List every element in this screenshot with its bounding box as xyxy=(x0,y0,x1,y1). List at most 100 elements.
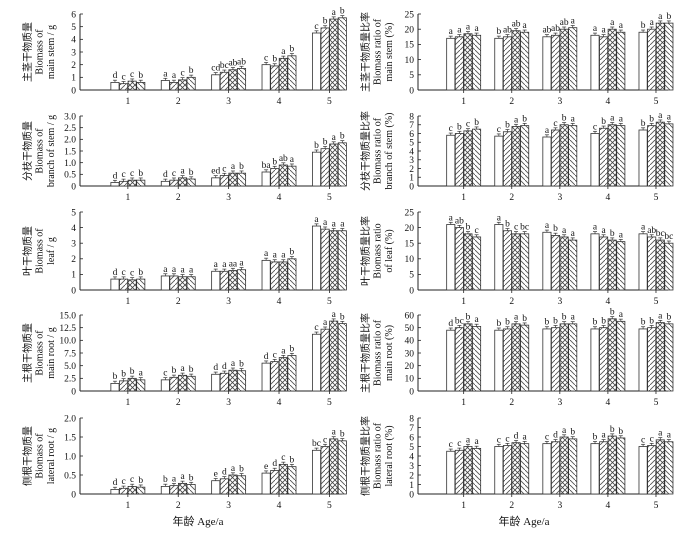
significance-label: a xyxy=(571,16,576,26)
bar xyxy=(211,74,221,91)
bar xyxy=(186,76,196,91)
significance-label: c xyxy=(121,170,125,180)
significance-label: b xyxy=(641,21,646,31)
bar xyxy=(169,179,179,187)
bar xyxy=(329,438,339,495)
bar xyxy=(270,261,280,291)
significance-label: b xyxy=(172,366,177,376)
y-tick-label: 7 xyxy=(409,424,414,434)
bar xyxy=(127,80,137,91)
significance-label: d xyxy=(113,171,118,181)
y-axis-label-line: branch of stem (%) xyxy=(384,113,395,190)
bar xyxy=(454,327,464,392)
bar xyxy=(287,165,297,187)
bar xyxy=(237,475,247,495)
bar xyxy=(616,241,626,291)
y-tick-label: 0.5 xyxy=(64,171,76,181)
x-tick-label: 4 xyxy=(606,193,611,203)
bar xyxy=(178,482,188,495)
y-tick-label: 4 xyxy=(409,452,414,462)
significance-label: b xyxy=(522,314,527,324)
y-tick-label: 10 xyxy=(405,56,415,66)
significance-label: c xyxy=(314,323,318,333)
significance-label: b xyxy=(290,344,295,354)
y-tick-label: 20 xyxy=(405,224,415,234)
significance-label: d xyxy=(213,363,218,373)
y-axis-label: 主根干物质量比率Biomass ratio ofmain root (%) xyxy=(359,313,395,393)
bar xyxy=(211,177,221,187)
y-axis-label-line: 主茎干物质量比率 xyxy=(359,12,372,92)
x-tick-label: 3 xyxy=(226,501,231,511)
bar xyxy=(211,480,221,495)
y-tick-label: 5 xyxy=(409,443,414,453)
y-axis-label: 叶干物质量比率Biomass ratioof leaf (%) xyxy=(359,216,395,286)
significance-label: cd xyxy=(211,64,220,74)
x-tick-label: 1 xyxy=(125,193,130,203)
significance-label: a xyxy=(466,23,471,33)
significance-label: a xyxy=(314,215,319,225)
y-tick-label: 2.0 xyxy=(64,414,76,424)
x-tick-label: 3 xyxy=(226,297,231,307)
bar xyxy=(287,355,297,392)
bar xyxy=(329,320,339,392)
bar xyxy=(454,133,464,187)
y-axis-label-line: 侧根干物质量 xyxy=(21,426,34,486)
bar xyxy=(228,474,238,495)
significance-label: ab xyxy=(647,226,656,236)
y-axis-label-line: 叶干物质量 xyxy=(21,226,34,276)
significance-label: b xyxy=(505,121,510,131)
bar xyxy=(511,233,521,291)
significance-label: c xyxy=(449,440,453,450)
bar xyxy=(511,442,521,495)
significance-label: ab xyxy=(512,20,521,30)
bar xyxy=(110,82,120,91)
significance-label: c xyxy=(505,434,509,444)
x-tick-label: 4 xyxy=(277,297,282,307)
y-axis-label-line: Biomass ratio of xyxy=(373,319,384,386)
bar xyxy=(647,28,657,91)
y-tick-label: 15 xyxy=(405,41,415,51)
significance-label: b xyxy=(610,229,615,239)
significance-label: b xyxy=(667,12,672,22)
y-axis-label-line: main root (%) xyxy=(384,325,395,381)
y-axis-label-line: Biomass of xyxy=(35,29,46,75)
bar xyxy=(494,329,504,392)
x-tick-label: 5 xyxy=(327,97,332,107)
significance-label: b xyxy=(562,114,567,124)
x-tick-label: 3 xyxy=(557,97,562,107)
bar xyxy=(178,276,188,291)
x-tick-label: 5 xyxy=(327,501,332,511)
bar xyxy=(664,22,674,91)
bar xyxy=(237,68,247,91)
bar xyxy=(237,172,247,187)
x-tick-label: 4 xyxy=(277,501,282,511)
chart-main-root-biomass: 02.55.07.510.012.515.01b b b a2c b a b3d d a b4d c… xyxy=(21,310,347,408)
significance-label: a xyxy=(571,114,576,124)
y-tick-label: 3 xyxy=(71,240,76,250)
significance-label: a xyxy=(231,359,236,369)
bar xyxy=(127,179,137,187)
bar xyxy=(647,125,657,187)
significance-label: a xyxy=(273,251,278,261)
bar xyxy=(329,143,339,187)
bar xyxy=(278,463,288,495)
y-tick-label: 0 xyxy=(409,182,414,192)
significance-label: b xyxy=(239,162,244,172)
x-axis-title-right: 年龄 Age/a xyxy=(498,514,549,528)
significance-label: a xyxy=(619,21,624,31)
bar xyxy=(237,370,247,392)
bar xyxy=(337,17,347,91)
bar xyxy=(542,36,552,91)
bar xyxy=(136,486,146,495)
bar xyxy=(186,484,196,495)
significance-label: a xyxy=(332,428,337,438)
significance-label: b xyxy=(272,157,277,167)
significance-label: ab xyxy=(551,24,560,34)
y-tick-label: 0 xyxy=(71,490,76,500)
bar xyxy=(520,324,530,392)
x-tick-label: 2 xyxy=(509,501,514,511)
significance-label: b xyxy=(290,45,295,55)
significance-label: ab xyxy=(455,216,464,226)
significance-label: b xyxy=(290,248,295,258)
